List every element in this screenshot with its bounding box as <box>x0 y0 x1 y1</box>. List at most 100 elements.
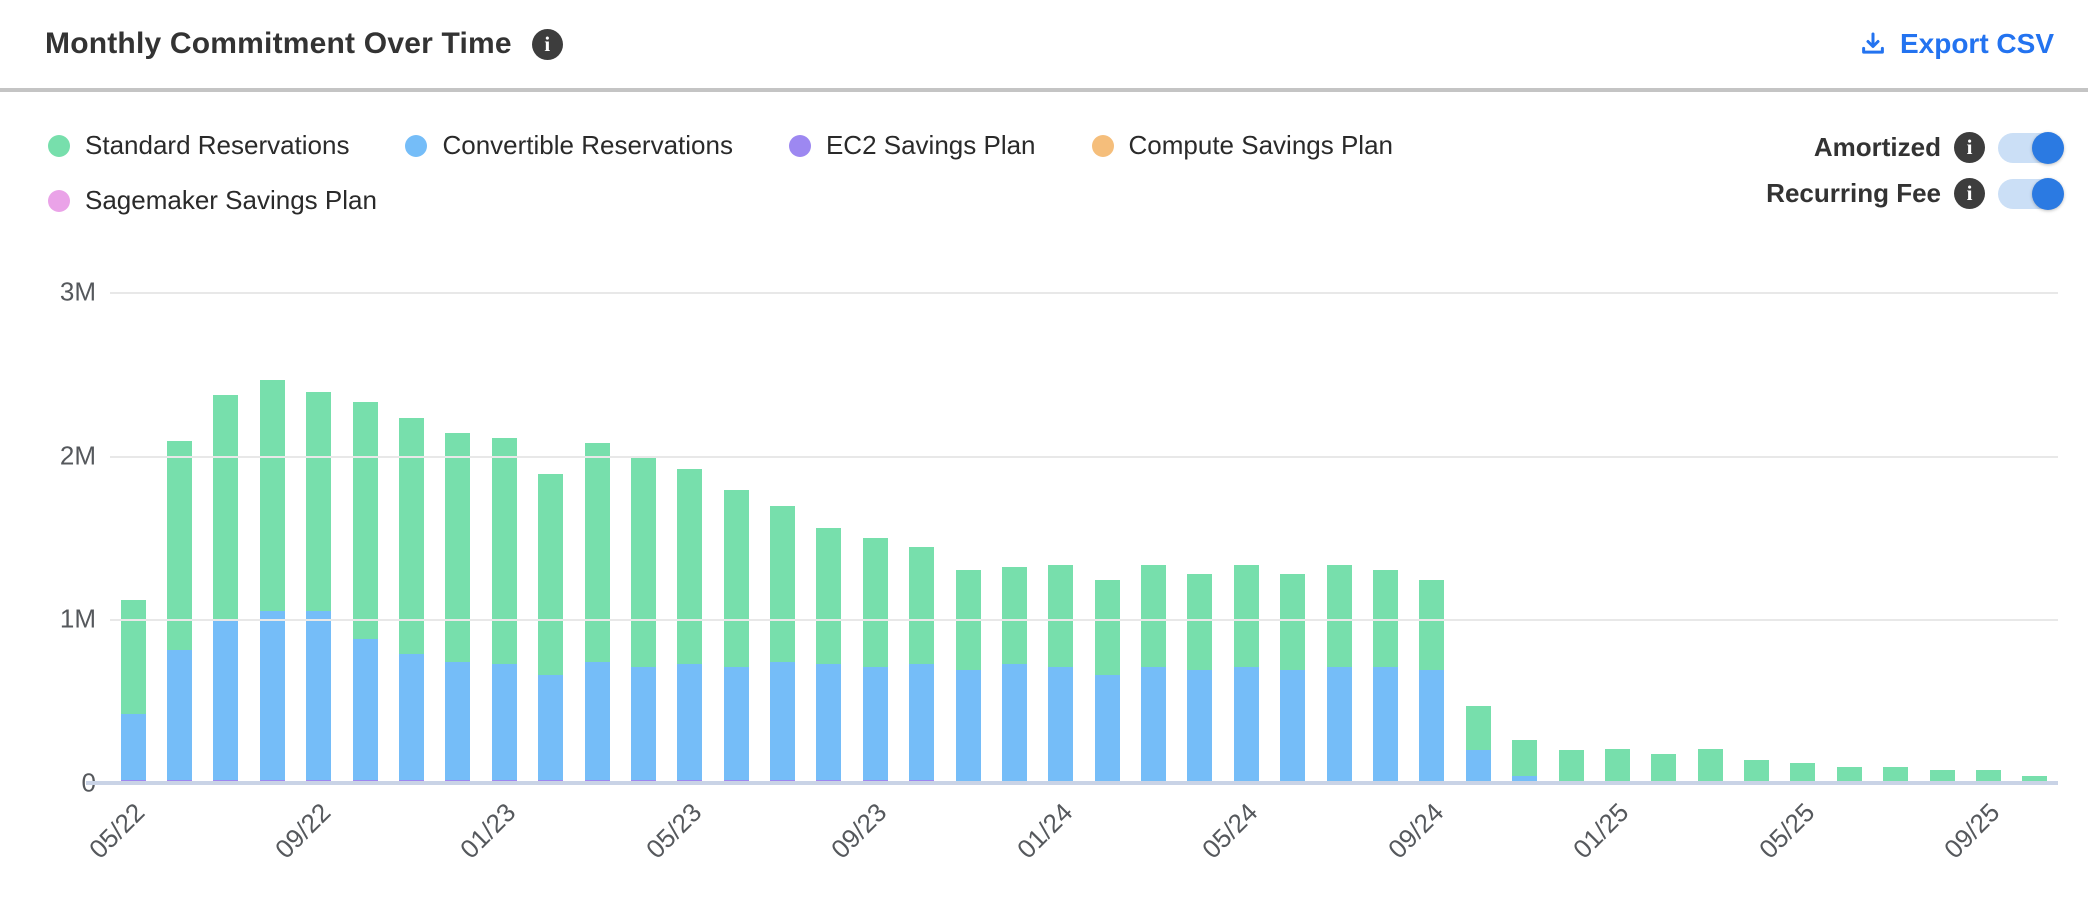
toggle-label: Recurring Fee <box>1766 178 1941 208</box>
bar-08-25[interactable] <box>1929 769 1955 783</box>
bar-segment-convertible-reservations <box>1512 776 1538 783</box>
bar-segment-standard-reservations <box>677 468 703 664</box>
bar-09-25[interactable] <box>1975 769 2001 783</box>
toggle-switch-recurring-fee[interactable] <box>1998 177 2064 210</box>
legend-item-label: Compute Savings Plan <box>1128 130 1393 160</box>
legend-item-standard-reservations[interactable]: Standard Reservations <box>48 130 349 161</box>
bar-segment-standard-reservations <box>1512 740 1538 777</box>
bar-06-22[interactable] <box>167 440 193 783</box>
bar-segment-convertible-reservations <box>1465 750 1491 783</box>
bar-01-24[interactable] <box>1048 565 1074 783</box>
bar-02-24[interactable] <box>1094 580 1120 783</box>
info-icon[interactable]: i <box>1954 132 1985 163</box>
title-block: Monthly Commitment Over Time i <box>45 27 563 61</box>
bar-04-24[interactable] <box>1187 573 1213 783</box>
bar-segment-standard-reservations <box>723 490 749 667</box>
bar-segment-standard-reservations <box>1233 565 1259 667</box>
y-tick-label: 1M <box>59 603 96 634</box>
legend-item-sagemaker-savings-plan[interactable]: Sagemaker Savings Plan <box>48 185 377 216</box>
bars-layer <box>110 292 2058 783</box>
toggle-knob <box>2032 131 2064 164</box>
x-axis-labels: 05/22 09/22 01/23 05/23 09/23 01/24 05/24 09/24… <box>83 292 2058 864</box>
bar-segment-convertible-reservations <box>491 663 517 780</box>
bar-segment-standard-reservations <box>770 506 796 662</box>
bar-segment-standard-reservations <box>1372 570 1398 667</box>
bar-segment-standard-reservations <box>120 599 146 715</box>
legend-dot-icon <box>788 134 811 157</box>
bar-05-24[interactable] <box>1233 565 1259 783</box>
legend-item-compute-savings-plan[interactable]: Compute Savings Plan <box>1091 130 1393 161</box>
bar-segment-standard-reservations <box>352 401 378 639</box>
toggle-row-amortized: Amortized i <box>1814 131 2064 164</box>
bar-12-23[interactable] <box>1001 566 1027 783</box>
bar-11-24[interactable] <box>1512 740 1538 783</box>
bar-segment-convertible-reservations <box>1419 670 1445 783</box>
export-csv-button[interactable]: Export CSV <box>1858 28 2054 60</box>
bar-segment-standard-reservations <box>630 455 656 667</box>
toggle-group: Amortized i Recurring Fee i <box>1766 131 2064 210</box>
bar-segment-convertible-reservations <box>677 663 703 780</box>
y-tick-label: 3M <box>59 276 96 307</box>
bar-segment-standard-reservations <box>1001 566 1027 664</box>
legend-item-ec2-savings-plan[interactable]: EC2 Savings Plan <box>788 130 1036 161</box>
bar-07-22[interactable] <box>213 395 239 783</box>
bar-05-22[interactable] <box>120 599 146 783</box>
title-info-icon[interactable]: i <box>531 28 563 60</box>
bar-segment-convertible-reservations <box>1048 666 1074 783</box>
bar-segment-convertible-reservations <box>1326 666 1352 783</box>
bar-01-25[interactable] <box>1604 748 1630 783</box>
info-icon[interactable]: i <box>1954 178 1985 209</box>
bar-03-25[interactable] <box>1697 748 1723 783</box>
bar-08-23[interactable] <box>816 527 842 783</box>
bar-segment-convertible-reservations <box>909 663 935 780</box>
legend-item-label: EC2 Savings Plan <box>825 130 1036 160</box>
bar-10-24[interactable] <box>1465 706 1491 783</box>
bar-segment-convertible-reservations <box>306 611 332 780</box>
bar-07-23[interactable] <box>770 506 796 783</box>
bar-segment-standard-reservations <box>167 440 193 651</box>
legend-dot-icon <box>405 134 428 157</box>
bar-06-25[interactable] <box>1836 766 1862 783</box>
bar-09-22[interactable] <box>306 391 332 783</box>
bar-12-22[interactable] <box>445 432 471 783</box>
bar-segment-standard-reservations <box>213 395 239 620</box>
bar-05-25[interactable] <box>1790 763 1816 783</box>
x-axis-line <box>86 781 2058 785</box>
bar-04-23[interactable] <box>630 455 656 783</box>
bar-10-25[interactable] <box>2022 776 2048 783</box>
bar-03-23[interactable] <box>584 442 610 783</box>
bar-07-25[interactable] <box>1883 766 1909 783</box>
bar-segment-convertible-reservations <box>1094 674 1120 783</box>
bar-02-25[interactable] <box>1651 753 1677 783</box>
panel-header: Monthly Commitment Over Time i Export CS… <box>45 0 2054 88</box>
bar-segment-convertible-reservations <box>584 661 610 780</box>
gridline <box>110 455 2058 458</box>
bar-segment-standard-reservations <box>1465 706 1491 751</box>
bar-segment-convertible-reservations <box>259 611 285 780</box>
bar-02-23[interactable] <box>538 473 564 783</box>
bar-12-24[interactable] <box>1558 750 1584 783</box>
bar-01-23[interactable] <box>491 437 517 783</box>
legend-dot-icon <box>48 134 70 157</box>
toggle-row-recurring-fee: Recurring Fee i <box>1766 177 2064 210</box>
bar-08-24[interactable] <box>1372 570 1398 783</box>
bar-09-24[interactable] <box>1419 580 1445 783</box>
bar-05-23[interactable] <box>677 468 703 783</box>
bar-08-22[interactable] <box>259 380 285 783</box>
legend-item-label: Sagemaker Savings Plan <box>85 185 377 215</box>
x-tick-label: 05/22 <box>83 797 151 865</box>
bar-segment-convertible-reservations <box>445 661 471 780</box>
bar-03-24[interactable] <box>1141 565 1167 783</box>
bar-segment-standard-reservations <box>1419 580 1445 671</box>
bar-04-25[interactable] <box>1744 760 1770 783</box>
bar-segment-standard-reservations <box>862 537 888 667</box>
toggle-switch-amortized[interactable] <box>1998 131 2064 164</box>
bar-segment-convertible-reservations <box>398 653 424 780</box>
bar-07-24[interactable] <box>1326 565 1352 783</box>
bar-10-22[interactable] <box>352 401 378 783</box>
bar-segment-convertible-reservations <box>630 666 656 780</box>
gridline <box>110 619 2058 622</box>
bar-06-24[interactable] <box>1280 573 1306 783</box>
header-divider <box>0 88 2088 92</box>
legend-item-convertible-reservations[interactable]: Convertible Reservations <box>405 130 733 161</box>
